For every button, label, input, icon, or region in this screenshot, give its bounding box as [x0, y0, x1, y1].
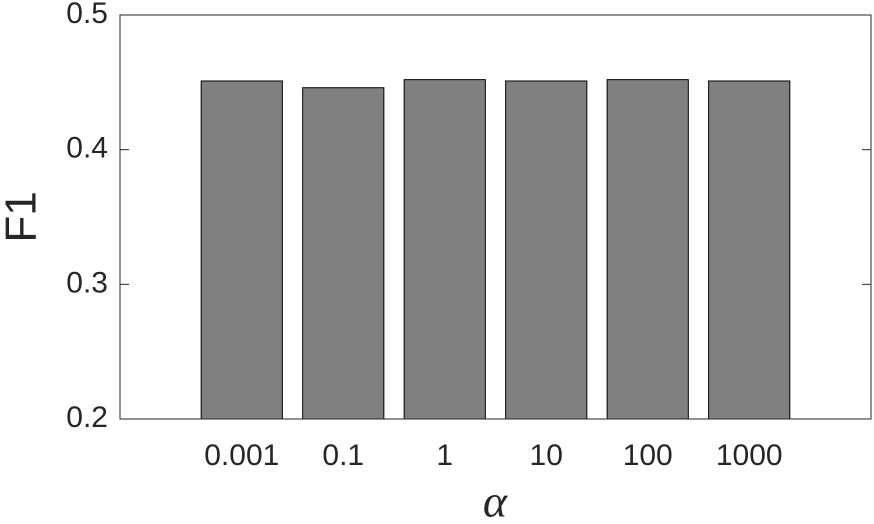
y-axis-label: F1 [0, 191, 46, 242]
bar [606, 79, 689, 420]
x-tick-label: 0.1 [322, 439, 364, 472]
x-tick-label: 1 [436, 439, 453, 472]
x-tick-label: 100 [623, 439, 673, 472]
x-tick-label: 0.001 [204, 439, 279, 472]
x-tick-label: 10 [530, 439, 563, 472]
y-tick-label: 0.4 [66, 132, 108, 165]
y-tick-label: 0.3 [66, 266, 108, 299]
bar [708, 80, 791, 420]
y-tick-label: 0.2 [66, 401, 108, 434]
x-tick-label: 1000 [716, 439, 783, 472]
x-axis-label: α [483, 476, 508, 524]
bar [403, 79, 486, 420]
y-tick-label: 0.5 [66, 0, 108, 30]
bar [200, 80, 283, 420]
axes-box [119, 14, 872, 420]
bar [302, 87, 385, 420]
bar [505, 80, 588, 420]
